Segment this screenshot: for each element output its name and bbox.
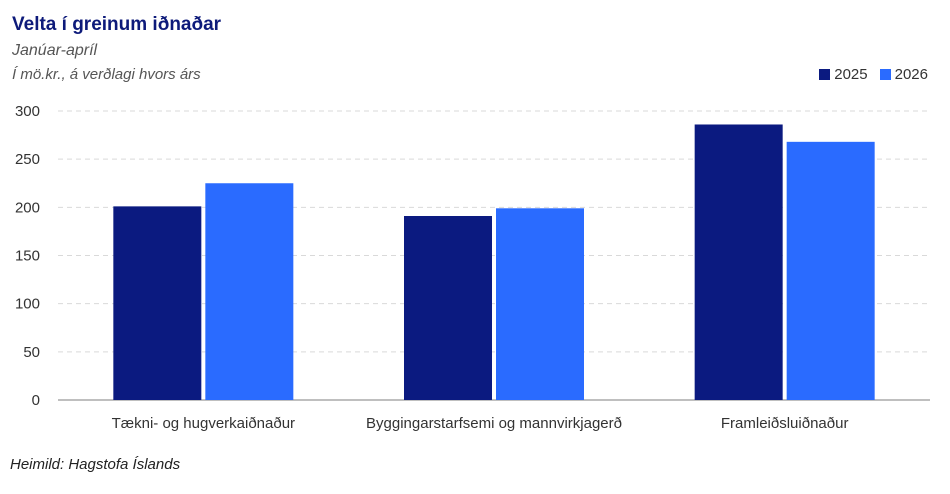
chart-title: Velta í greinum iðnaðar (12, 14, 222, 35)
source-note: Heimild: Hagstofa Íslands (10, 456, 181, 473)
y-tick-label: 150 (15, 248, 40, 265)
y-tick-label: 200 (15, 199, 40, 216)
y-tick-label: 100 (15, 296, 40, 313)
legend-label-2026: 2026 (894, 66, 928, 83)
x-category-label: Tækni- og hugverkaiðnaður (112, 415, 295, 432)
bar-2025-2 (694, 124, 783, 400)
y-tick-label: 50 (23, 344, 40, 361)
chart-subtitle: Janúar-apríl (12, 42, 98, 59)
bar-2026-1 (496, 208, 584, 400)
legend-swatch-2025 (819, 69, 831, 80)
bar-2025-0 (113, 206, 202, 400)
bar-2025-1 (404, 216, 492, 400)
y-tick-label: 300 (15, 103, 40, 120)
legend-item-2026: 2026 (879, 66, 928, 83)
bar-2026-2 (786, 141, 875, 400)
y-tick-label: 250 (15, 151, 40, 168)
y-tick-label: 0 (32, 392, 40, 409)
x-category-label: Framleiðsluiðnaður (721, 415, 849, 432)
legend-label-2025: 2025 (834, 66, 868, 83)
legend: 2025 2026 (819, 66, 928, 83)
x-category-label: Byggingarstarfsemi og mannvirkjagerð (366, 415, 622, 432)
legend-item-2025: 2025 (819, 66, 868, 83)
legend-swatch-2026 (879, 69, 891, 80)
unit-note: Í mö.kr., á verðlagi hvors árs (12, 66, 201, 83)
bar-2026-0 (205, 183, 294, 400)
